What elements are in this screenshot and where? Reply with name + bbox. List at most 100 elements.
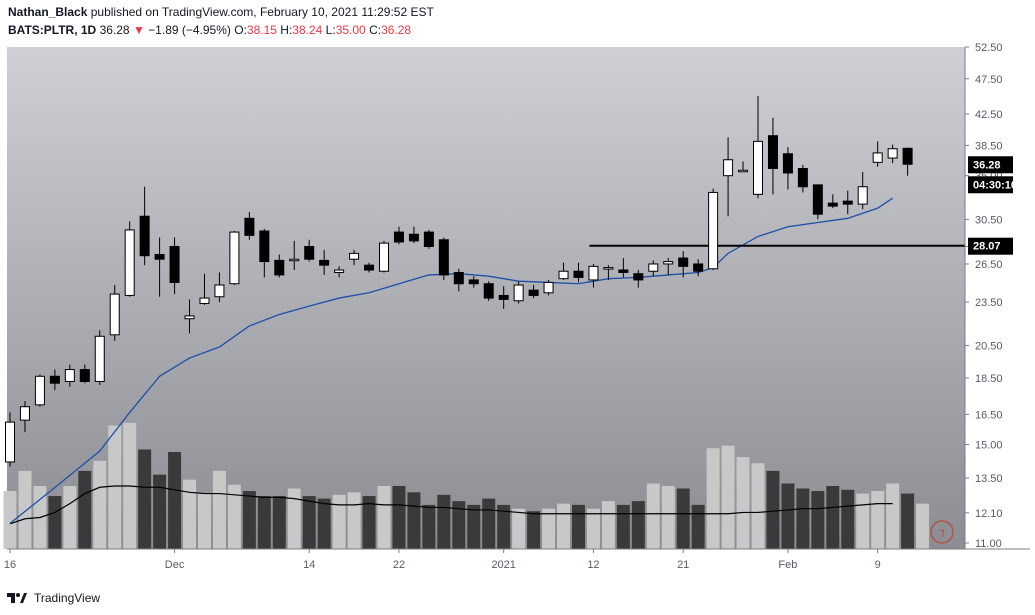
volume-ma-line (9, 485, 893, 525)
close-value: 36.28 (381, 23, 412, 37)
countdown-label: 04:30:10 (973, 179, 1017, 191)
candle-body (49, 375, 60, 384)
volume-bar (751, 463, 765, 549)
candle-body (767, 135, 778, 170)
candle-body (633, 273, 644, 281)
volume-bar (811, 491, 825, 549)
x-tick-label: 12 (587, 559, 599, 571)
last-price: 36.28 (99, 23, 130, 37)
volume-bar (422, 504, 436, 549)
candle-body (289, 258, 300, 262)
y-tick-label: 26.50 (975, 259, 1003, 271)
x-tick-label: 2021 (491, 559, 515, 571)
y-tick-label: 12.10 (975, 508, 1003, 520)
volume-bar (557, 503, 571, 549)
candle-body (408, 233, 419, 242)
volume-bar (676, 488, 690, 549)
candle-body (558, 270, 569, 280)
high-label: H: (280, 23, 293, 37)
y-tick-label: 13.50 (975, 473, 1003, 485)
volume-bar (781, 483, 795, 549)
candle-body (872, 152, 883, 163)
candle-body (259, 230, 270, 263)
watermark-icon: ⁊ (930, 520, 954, 544)
volume-bar (138, 449, 152, 549)
watermark-circle (930, 520, 954, 544)
candle-body (513, 284, 524, 302)
volume-bar (63, 486, 77, 549)
volume-bar (287, 488, 301, 549)
candle-body (184, 315, 195, 320)
candle-body (169, 245, 180, 283)
candle-body (274, 259, 285, 276)
x-tick-label: Feb (778, 559, 797, 571)
y-tick-label: 42.50 (975, 109, 1003, 121)
time-axis[interactable]: 16 Dec 14 22 2021 12 21 Feb 9 (4, 548, 1030, 571)
volume-bar (272, 496, 286, 549)
candle-body (797, 168, 808, 188)
sma-polyline (9, 197, 893, 524)
volume-bar (631, 501, 645, 549)
volume-bar (542, 508, 556, 549)
candle-body (438, 239, 449, 276)
volume-bar (377, 486, 391, 549)
candle-body (244, 217, 255, 236)
footer: TradingView (6, 588, 100, 608)
price-chart[interactable]: 52.5047.5042.5038.5035.0030.5028.0026.50… (0, 40, 1035, 580)
countdown-label-box (968, 176, 1013, 194)
author-name[interactable]: Nathan_Black (8, 5, 88, 19)
sma-line (9, 197, 893, 524)
y-tick-label: 38.50 (975, 140, 1003, 152)
volume-bar (93, 460, 107, 549)
volume-bar (212, 470, 226, 549)
chart-area[interactable]: 52.5047.5042.5038.5035.0030.5028.0026.50… (0, 40, 1035, 580)
volume-bar (886, 483, 900, 549)
publish-text: published on TradingView.com, February 1… (90, 5, 434, 19)
volume-bar (407, 492, 421, 549)
volume-bar (183, 479, 197, 549)
volume-bar (18, 470, 32, 549)
down-arrow-icon: ▼ (132, 23, 145, 37)
resistance-price-label-box (968, 237, 1013, 255)
close-label: C: (369, 23, 382, 37)
y-tick-label: 16.50 (975, 409, 1003, 421)
candle-body (528, 289, 539, 296)
volume-bar (317, 498, 331, 549)
candle-body (543, 281, 554, 294)
open-value: 38.15 (246, 23, 277, 37)
x-tick-label: 22 (393, 559, 405, 571)
volume-bar (601, 501, 615, 549)
volume-bar (467, 504, 481, 549)
volume-bar (332, 494, 346, 549)
candle-body (423, 231, 434, 247)
volume-bar (916, 503, 930, 549)
candle-body (379, 242, 389, 272)
candle-body (79, 369, 90, 382)
candle-body (887, 148, 898, 159)
price-axis[interactable]: 52.5047.5042.5038.5035.0030.5028.0026.50… (964, 42, 1003, 550)
candle-body (588, 265, 599, 281)
tradingview-logo-icon[interactable] (6, 590, 28, 606)
candle-body (64, 369, 75, 382)
price-change: −1.89 (−4.95%) (148, 23, 231, 37)
volume-bar (3, 491, 17, 549)
candle-body (812, 184, 823, 215)
volume-ma-polyline (9, 485, 893, 525)
candle-body (453, 271, 464, 285)
volume-bar (437, 494, 451, 549)
y-tick-label: 47.50 (975, 74, 1003, 86)
y-tick-label: 15.00 (975, 440, 1003, 452)
x-tick-label: Dec (165, 559, 185, 571)
volume-bar (108, 425, 122, 549)
volume-bar (721, 445, 735, 549)
brand-name[interactable]: TradingView (34, 591, 101, 605)
y-tick-label: 23.50 (975, 297, 1003, 309)
candle-body (154, 254, 165, 260)
low-label: L: (325, 23, 336, 37)
volume-bars (3, 423, 930, 549)
x-tick-label: 21 (677, 559, 689, 571)
candle-body (304, 245, 315, 260)
x-tick-label: 16 (4, 559, 16, 571)
candle-body (468, 279, 479, 285)
volume-bar (586, 508, 600, 549)
